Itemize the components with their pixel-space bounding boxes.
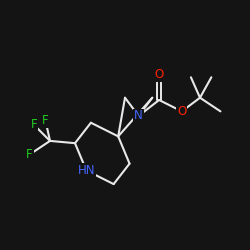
Text: O: O: [154, 68, 164, 82]
Text: O: O: [177, 105, 186, 118]
Text: HN: HN: [78, 164, 95, 177]
Text: F: F: [42, 114, 49, 127]
Text: N: N: [134, 110, 143, 122]
Text: F: F: [26, 148, 33, 161]
Text: F: F: [31, 118, 38, 132]
